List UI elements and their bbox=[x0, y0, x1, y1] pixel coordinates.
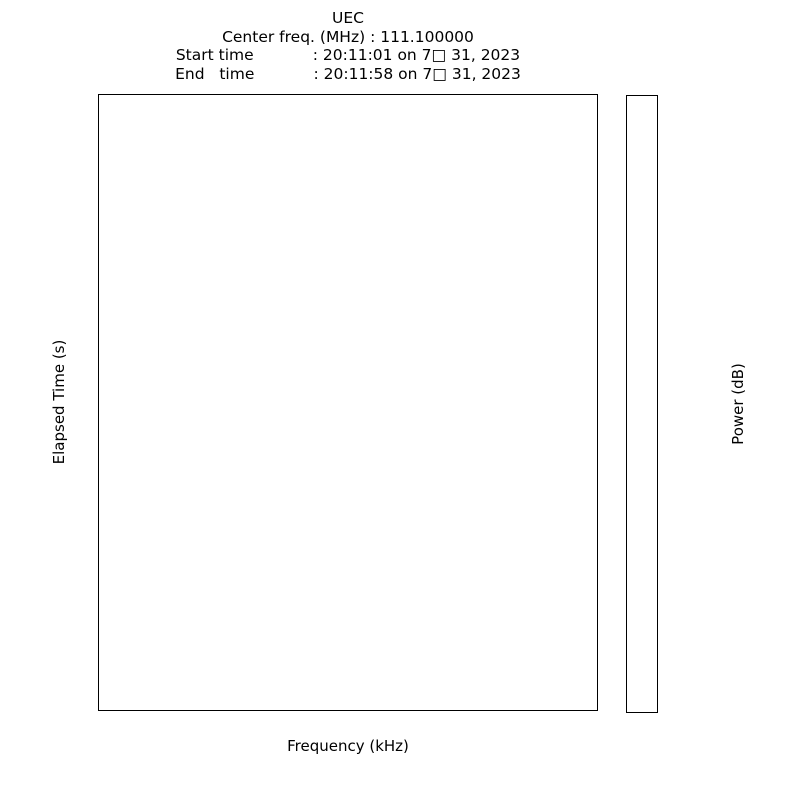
chart-subtitle-center-freq: Center freq. (MHz) : 111.100000 bbox=[222, 27, 474, 46]
colorbar-label: Power (dB) bbox=[729, 363, 747, 445]
chart-title-block: UEC Center freq. (MHz) : 111.100000 Star… bbox=[99, 9, 597, 83]
chart-title: UEC bbox=[332, 9, 364, 27]
chart-subtitle-end-time: End time : 20:11:58 on 7□ 31, 2023 bbox=[175, 64, 521, 83]
y-axis-label: Elapsed Time (s) bbox=[50, 339, 68, 465]
colorbar-gradient bbox=[627, 96, 657, 712]
chart-subtitle-start-time: Start time : 20:11:01 on 7□ 31, 2023 bbox=[175, 46, 521, 65]
spectrogram-heatmap bbox=[99, 95, 597, 710]
x-axis-label: Frequency (kHz) bbox=[287, 737, 409, 755]
